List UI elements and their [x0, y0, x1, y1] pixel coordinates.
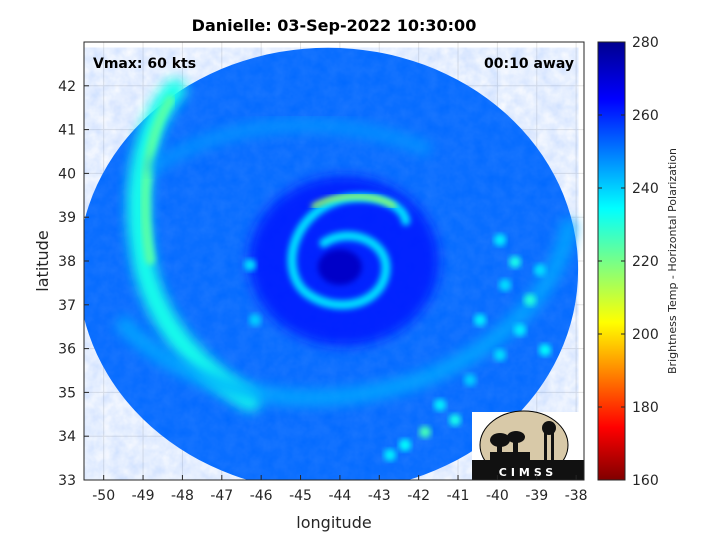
- y-axis-ticks: 33 34 35 36 37 38 39 40 41 42: [58, 79, 89, 489]
- y-tick-label: 42: [58, 79, 76, 95]
- x-tick-label: -43: [368, 488, 391, 504]
- y-tick-label: 41: [58, 123, 76, 139]
- x-tick-label: -41: [447, 488, 470, 504]
- convective-cell: [494, 349, 506, 361]
- x-tick-label: -44: [328, 488, 351, 504]
- convective-cell: [499, 279, 511, 291]
- colorbar-tick-label: 220: [632, 254, 659, 270]
- convective-cell: [449, 414, 461, 426]
- colorbar-tick-label: 240: [632, 181, 659, 197]
- logo-text: CIMSS: [499, 466, 557, 479]
- x-tick-label: -40: [486, 488, 509, 504]
- swath-image: [84, 47, 579, 480]
- colorbar-label: Brightness Temp - Horizontal Polarizatio…: [666, 148, 679, 374]
- y-tick-label: 34: [58, 429, 76, 445]
- convective-cell: [534, 264, 546, 276]
- colorbar-tick-label: 280: [632, 35, 659, 51]
- x-tick-label: -46: [250, 488, 273, 504]
- convective-cell: [539, 344, 551, 356]
- convective-cell: [434, 399, 446, 411]
- x-tick-label: -39: [525, 488, 548, 504]
- outer-rainband: [113, 218, 578, 406]
- x-tick-label: -50: [92, 488, 115, 504]
- convective-cell: [419, 426, 431, 438]
- vmax-annotation: Vmax: 60 kts: [93, 56, 196, 72]
- warm-band-core: [140, 95, 175, 265]
- time-away-annotation: 00:10 away: [484, 56, 574, 72]
- colorbar-tick-label: 180: [632, 400, 659, 416]
- x-tick-label: -49: [132, 488, 155, 504]
- convective-cell: [524, 294, 536, 306]
- x-tick-label: -48: [171, 488, 194, 504]
- convective-cell: [384, 449, 396, 461]
- colorbar-tick-label: 200: [632, 327, 659, 343]
- convective-cell: [249, 314, 261, 326]
- convective-cell: [464, 374, 476, 386]
- x-axis-label: longitude: [296, 513, 371, 532]
- x-tick-label: -42: [407, 488, 430, 504]
- x-tick-label: -38: [565, 488, 588, 504]
- northern-rainband: [145, 118, 433, 176]
- eyewall-warm-arc: [311, 193, 397, 209]
- convective-cell: [244, 259, 256, 271]
- colorbar-tick-label: 260: [632, 108, 659, 124]
- chart-title: Danielle: 03-Sep-2022 10:30:00: [192, 16, 477, 35]
- y-tick-label: 33: [58, 473, 76, 489]
- y-tick-label: 37: [58, 298, 76, 314]
- y-tick-label: 38: [58, 254, 76, 270]
- y-tick-label: 39: [58, 210, 76, 226]
- storm-eye: [317, 249, 362, 285]
- colorbar: [597, 41, 626, 481]
- x-axis-ticks: -50 -49 -48 -47 -46 -45 -44 -43 -42 -41 -40 -39 -38: [92, 475, 588, 504]
- convective-cell: [474, 314, 486, 326]
- convective-cell: [494, 234, 506, 246]
- x-tick-label: -47: [210, 488, 233, 504]
- convective-cell: [514, 324, 526, 336]
- convective-cell: [509, 256, 521, 268]
- y-tick-label: 35: [58, 385, 76, 401]
- convective-cell: [399, 439, 411, 451]
- y-tick-label: 40: [58, 166, 76, 182]
- x-tick-label: -45: [289, 488, 312, 504]
- y-axis-label: latitude: [33, 230, 52, 291]
- cimss-logo: CIMSS: [472, 410, 584, 480]
- colorbar-ticks: 160 180 200 220 240 260 280: [598, 35, 659, 489]
- colorbar-tick-label: 160: [632, 473, 659, 489]
- y-tick-label: 36: [58, 342, 76, 358]
